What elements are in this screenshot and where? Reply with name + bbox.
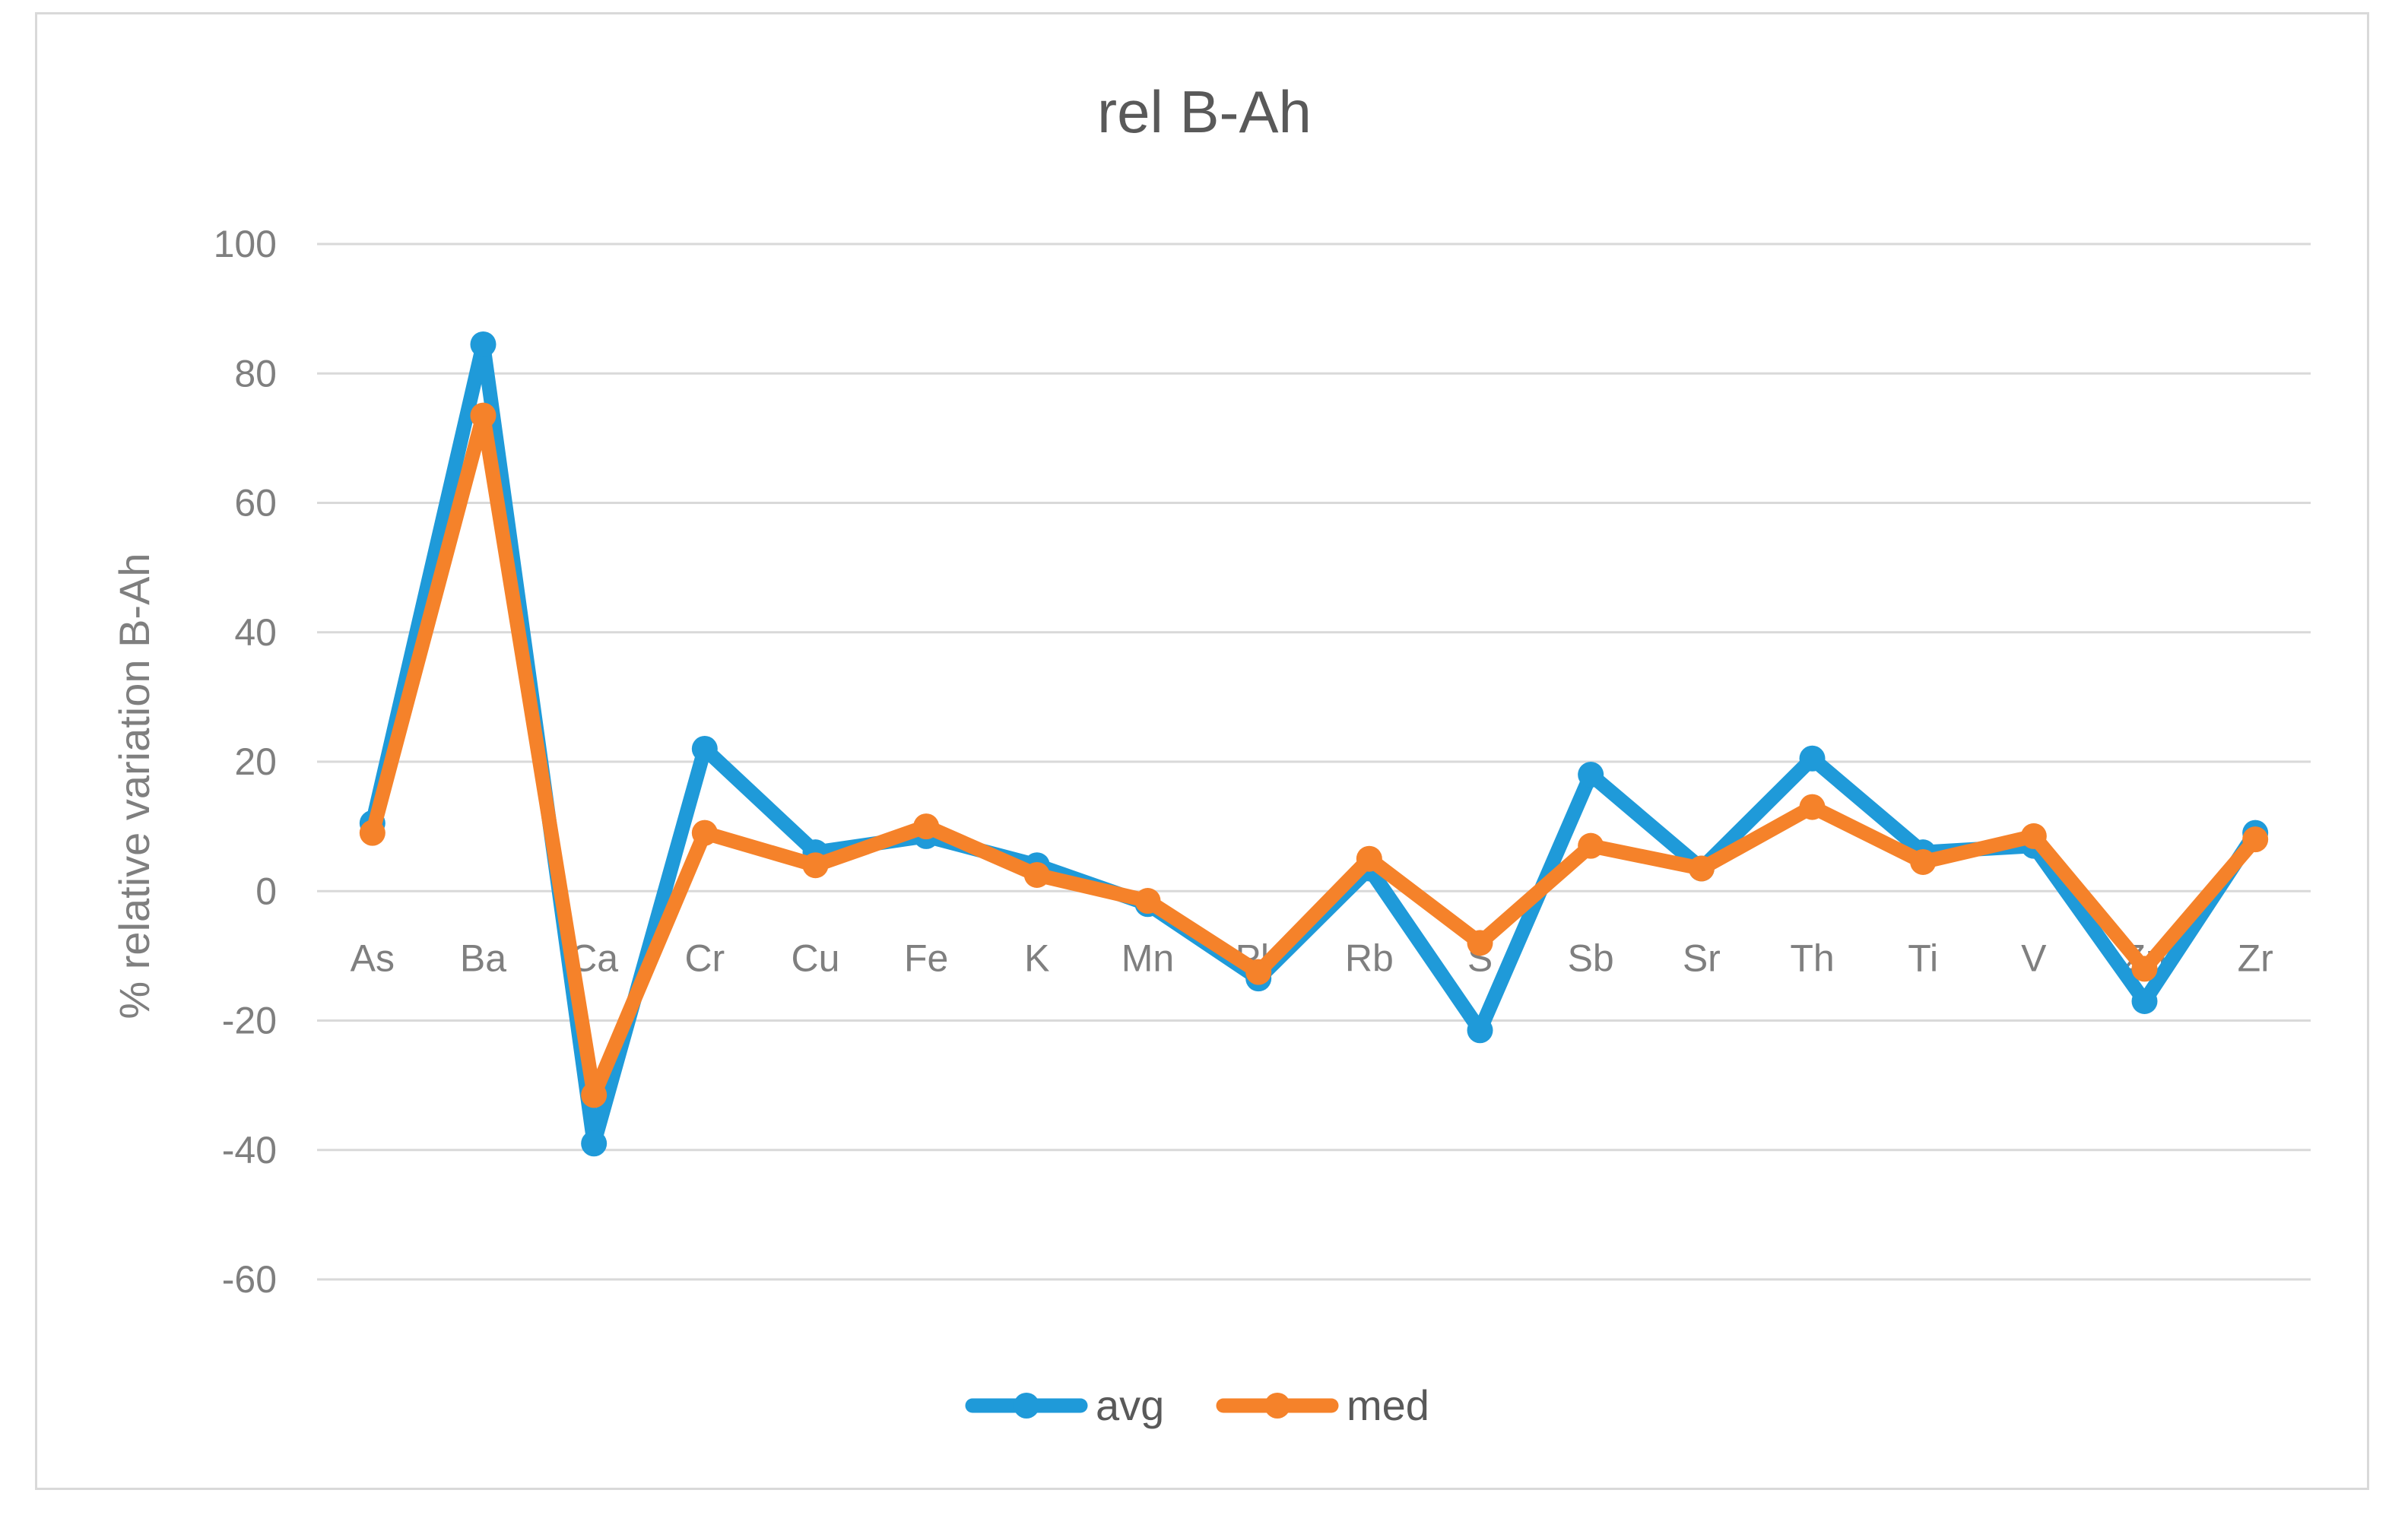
- y-tick-label: 60: [234, 482, 277, 525]
- data-point-med-Zn: [2131, 956, 2158, 982]
- x-tick-label: Sb: [1568, 937, 1614, 979]
- series-line-med: [365, 408, 2263, 1102]
- y-tick-label: -20: [222, 1000, 277, 1042]
- x-tick-label: Rb: [1345, 937, 1394, 979]
- data-point-avg-S: [1467, 1017, 1493, 1044]
- x-tick-label: Ba: [460, 937, 506, 979]
- data-point-med-Ca: [581, 1082, 608, 1108]
- y-tick-labels: 100 80 60 40 20 0 -20 -40 -60: [214, 223, 277, 1301]
- data-point-med-Sb: [1578, 832, 1604, 859]
- y-tick-label: 80: [234, 352, 277, 395]
- y-tick-label: 100: [214, 223, 277, 265]
- y-axis-label: % relative variation B-Ah: [110, 553, 158, 1019]
- x-tick-label: V: [2021, 937, 2047, 979]
- data-point-med-Fe: [913, 813, 940, 840]
- legend: avg med: [965, 1381, 1429, 1429]
- data-point-med-K: [1023, 861, 1050, 888]
- series-avg: [359, 331, 2269, 1157]
- legend-label: avg: [1096, 1381, 1164, 1429]
- data-point-med-S: [1467, 930, 1493, 956]
- data-point-med-V: [2020, 823, 2047, 849]
- data-point-avg-Ca: [581, 1130, 608, 1157]
- x-tick-label: Th: [1790, 937, 1834, 979]
- x-tick-label: Mn: [1122, 937, 1174, 979]
- legend-item-avg: avg: [965, 1381, 1164, 1429]
- legend-swatch-marker: [1264, 1393, 1290, 1419]
- data-point-avg-Ba: [470, 331, 497, 357]
- x-tick-label: K: [1024, 937, 1049, 979]
- legend-swatch-marker: [1014, 1393, 1039, 1419]
- y-tick-label: 20: [234, 740, 277, 783]
- y-tick-label: 40: [234, 611, 277, 654]
- series-lines: [359, 331, 2269, 1157]
- y-tick-label: -40: [222, 1129, 277, 1171]
- data-point-med-Zr: [2242, 826, 2269, 853]
- x-tick-label: Ti: [1908, 937, 1938, 979]
- legend-label: med: [1347, 1381, 1429, 1429]
- data-point-avg-Cr: [691, 735, 718, 762]
- data-point-med-As: [359, 819, 385, 846]
- data-point-avg-Zn: [2131, 987, 2158, 1014]
- series-line-avg: [365, 337, 2263, 1151]
- data-point-med-Sr: [1688, 855, 1715, 882]
- data-point-med-Pb: [1245, 959, 1272, 985]
- x-tick-label: Sr: [1683, 937, 1721, 979]
- legend-item-med: med: [1216, 1381, 1429, 1429]
- series-med: [359, 402, 2269, 1108]
- line-chart: rel B-Ah % relative variation B-Ah 100 80…: [110, 78, 2311, 1429]
- x-tick-labels: AsBaCaCrCuFeKMnPbRbSSbSrThTiVZnZr: [351, 937, 2273, 979]
- data-point-med-Ti: [1910, 848, 1937, 875]
- y-tick-label: 0: [255, 870, 277, 912]
- x-tick-label: Zr: [2238, 937, 2273, 979]
- chart-frame: rel B-Ah % relative variation B-Ah 100 80…: [35, 12, 2369, 1490]
- data-point-avg-Th: [1799, 745, 1826, 772]
- y-tick-label: -60: [222, 1258, 277, 1301]
- x-tick-label: As: [351, 937, 395, 979]
- x-tick-label: Cu: [792, 937, 840, 979]
- data-point-med-Cu: [802, 852, 829, 879]
- data-point-med-Rb: [1356, 845, 1382, 872]
- data-point-med-Mn: [1134, 888, 1161, 915]
- data-point-med-Ba: [470, 402, 497, 429]
- gridlines: [317, 243, 2311, 1281]
- x-tick-label: Cr: [684, 937, 725, 979]
- data-point-avg-Sb: [1578, 762, 1604, 788]
- x-tick-label: Fe: [904, 937, 948, 979]
- chart-title: rel B-Ah: [1097, 78, 1312, 145]
- data-point-med-Th: [1799, 794, 1826, 820]
- data-point-med-Cr: [691, 819, 718, 846]
